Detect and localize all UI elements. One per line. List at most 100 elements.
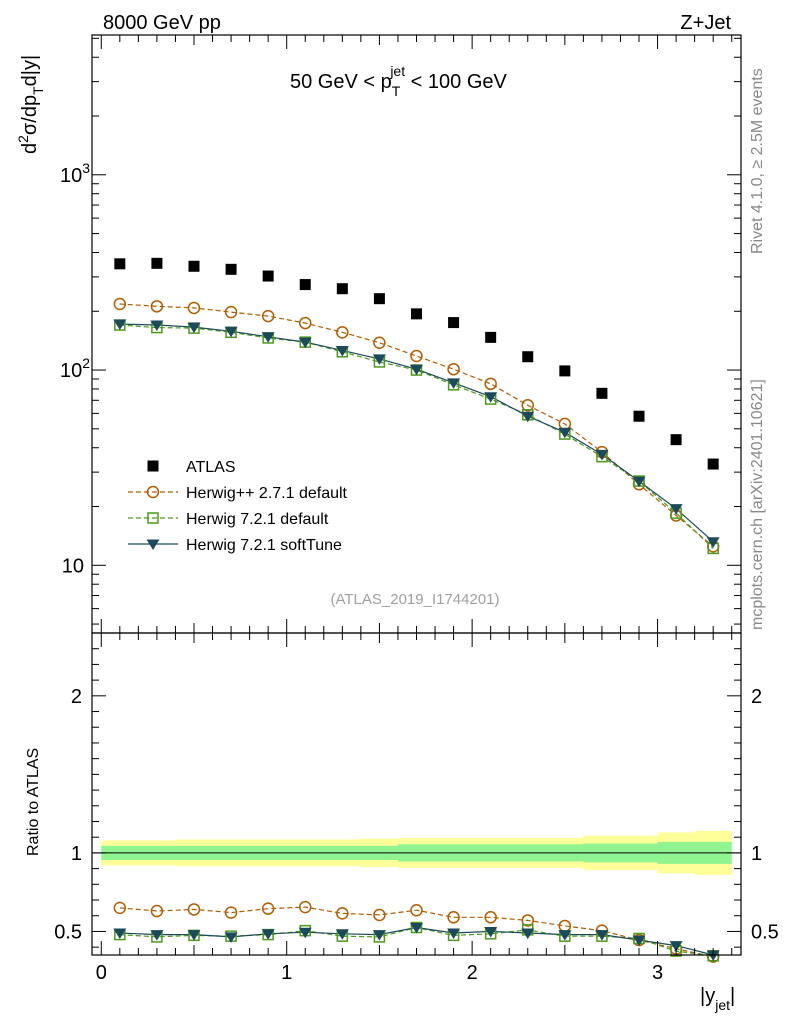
ratio-point-herwig721soft [484,926,498,938]
ratio-y-tick-label-left: 2 [71,686,82,708]
main-y-tick-label: 10 [62,555,84,577]
main-series [113,257,720,555]
ratio-point-herwig721soft [372,930,386,941]
header-left-label: 8000 GeV pp [103,12,221,34]
main-point-ATLAS [114,258,126,270]
main-point-ATLAS [299,279,311,291]
ratio-y-tick-label-right: 0.5 [751,921,779,943]
main-point-herwigpp [410,349,423,363]
main-point-herwigpp [298,316,312,330]
svg-text:d2σ/dpTd|y|: d2σ/dpTd|y| [15,55,46,154]
main-y-tick-label: 103 [60,160,90,187]
ratio-point-herwigpp [336,907,349,920]
ratio-series [113,900,720,963]
legend-label-herwig721soft: Herwig 7.2.1 softTune [186,537,342,554]
ratio-point-herwigpp [521,914,535,927]
legend-marker-herwig721soft [146,539,160,550]
x-tick-label: 0 [96,962,107,984]
main-point-herwig721soft [410,364,423,376]
main-point-ATLAS [262,270,274,282]
ratio-point-herwigpp [484,911,497,924]
ratio-point-herwig721soft [187,930,201,941]
legend-label-ATLAS: ATLAS [186,459,236,476]
main-point-herwig721soft [521,411,535,423]
ratio-point-herwigpp [373,908,386,922]
ratio-point-herwig721soft [113,928,127,940]
main-point-ATLAS [522,351,534,363]
main-point-ATLAS [596,387,608,399]
legend-marker-herwigpp [146,485,160,499]
x-tick-label: 3 [652,962,663,984]
ratio-point-herwig721soft [410,923,423,934]
ratio-y-tick-label-right: 1 [751,843,762,865]
main-panel: 10 102 103 50 GeV < pTjet < 100 GeV d2σ/dp… [15,34,742,634]
main-point-herwig721soft [447,378,461,389]
main-point-herwig721soft [150,320,164,332]
ratio-y-tick-labels: 0.5 0.5 1 1 2 2 [54,686,779,944]
main-point-herwigpp [113,297,127,311]
ratio-point-herwig721soft [447,928,461,940]
ratio-axis-ticks [92,632,741,955]
main-point-herwig721soft [187,322,201,334]
ratio-point-herwig721soft [224,932,238,943]
ratio-point-herwigpp [261,902,275,915]
legend-label-herwigpp: Herwig++ 2.7.1 default [186,485,348,502]
legend-marker-herwig721 [147,512,159,524]
ratio-y-tick-label-left: 1 [71,843,82,865]
main-point-herwigpp [224,305,238,319]
legend: ATLAS Herwig++ 2.7.1 default Herwig 7.2.1 … [128,459,348,554]
legend-marker-ATLAS [147,460,159,472]
main-point-ATLAS [373,293,385,305]
main-point-herwig721soft [595,449,609,461]
main-point-herwig721soft [669,504,683,515]
main-point-ATLAS [633,410,645,422]
main-point-ATLAS [485,331,497,343]
main-point-ATLAS [707,458,719,470]
main-axis-ticks [92,35,741,633]
main-point-herwigpp [447,362,460,376]
main-point-ATLAS [336,283,348,295]
ratio-point-herwig721soft [298,927,312,939]
ratio-point-herwig721soft [669,941,683,952]
rivet-label: Rivet 4.1.0, ≥ 2.5M events [749,68,766,254]
ratio-point-herwigpp [224,906,238,919]
main-point-herwig721soft [558,427,572,439]
main-point-ATLAS [448,317,460,329]
main-point-herwigpp [521,399,535,412]
ratio-point-herwigpp [187,903,201,916]
ratio-point-herwig721soft [706,950,720,961]
main-point-herwig721soft [484,392,498,403]
ratio-point-herwig721soft [521,928,535,940]
ratio-point-herwig721soft [261,929,275,940]
main-point-herwig721soft [632,476,646,488]
ratio-y-axis-label: Ratio to ATLAS [25,748,42,856]
main-point-herwig721soft [261,332,275,343]
main-point-herwig721soft [224,326,238,338]
ratio-panel: 0.5 0.5 1 1 2 2 0 1 2 3 Ratio to ATLAS |yjet| [25,632,779,1013]
main-point-herwigpp [150,300,164,313]
ratio-point-herwigpp [113,901,127,915]
main-line-herwig721 [119,324,714,549]
main-point-herwig721soft [335,345,349,357]
ratio-point-herwigpp [447,911,460,924]
main-point-herwig721soft [706,537,720,548]
main-y-axis-label: d2σ/dpTd|y| [15,55,46,154]
ratio-point-herwig721soft [150,930,164,941]
ratio-point-herwigpp [150,904,164,918]
ratio-point-herwigpp [410,903,423,917]
main-y-tick-label: 102 [60,355,90,382]
main-point-herwig721soft [113,319,127,331]
main-point-herwigpp [558,417,572,431]
main-point-ATLAS [670,434,682,446]
main-point-ATLAS [559,365,571,377]
ratio-y-tick-label-left: 0.5 [54,921,82,943]
ratio-point-herwigpp [558,919,572,933]
main-point-herwig721soft [372,354,386,365]
panel-title: 50 GeV < pTjet < 100 GeV [290,63,508,99]
main-point-herwigpp [484,377,497,391]
ratio-point-herwig721soft [558,930,572,941]
main-point-herwigpp [336,326,349,339]
main-point-ATLAS [225,263,237,275]
main-point-herwigpp [187,301,201,315]
